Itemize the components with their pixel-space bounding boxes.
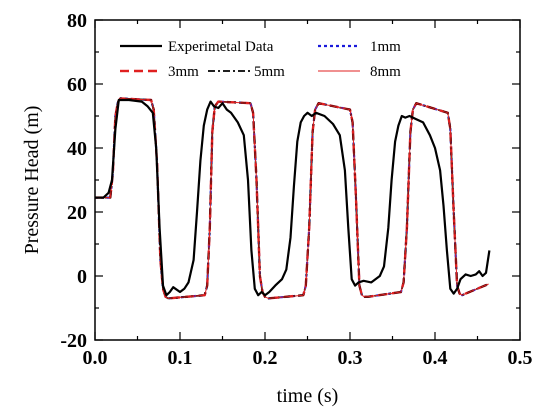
legend-label-3: 5mm [254, 64, 285, 80]
legend-label-1: 1mm [370, 39, 401, 55]
y-tick-label: 80 [67, 10, 87, 32]
x-tick-label: 0.5 [508, 347, 533, 369]
x-tick-label: 0.4 [423, 347, 448, 369]
legend-label-4: 8mm [370, 64, 401, 80]
x-tick-label: 0.0 [83, 347, 108, 369]
legend: Experimetal Data 1mm 3mm 5mm 8mm [120, 39, 401, 80]
series-layer [95, 97, 491, 300]
x-tick-label: 0.3 [338, 347, 363, 369]
legend-label-0: Experimetal Data [168, 39, 274, 55]
x-axis-title: time (s) [277, 385, 339, 407]
y-tick-label: 60 [67, 74, 87, 96]
x-tick-label: 0.1 [168, 347, 193, 369]
legend-label-2: 3mm [168, 64, 199, 80]
y-tick-label: 0 [77, 266, 87, 288]
x-tick-label: 0.2 [253, 347, 278, 369]
series-line-0 [95, 98, 491, 297]
y-tick-label: -20 [60, 330, 87, 352]
ticks-layer: 0.0 0.1 0.2 0.3 0.4 0.5 -20 0 20 40 60 80 [60, 10, 532, 369]
y-tick-label: 40 [67, 138, 87, 160]
y-tick-label: 20 [67, 202, 87, 224]
y-axis-title: Pressure Head (m) [21, 106, 43, 255]
